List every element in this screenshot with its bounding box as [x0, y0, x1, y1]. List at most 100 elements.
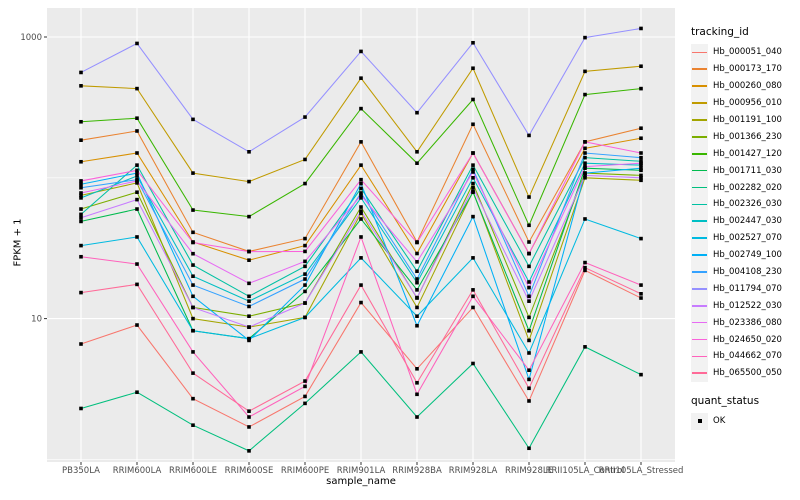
data-point	[639, 64, 643, 69]
data-point	[303, 283, 307, 287]
legend-item: Hb_001711_030	[691, 162, 799, 180]
data-point	[303, 379, 307, 383]
data-point	[79, 215, 83, 220]
data-point	[415, 149, 419, 154]
legend-key-color-line	[692, 169, 707, 172]
legend-entries: Hb_000051_040 Hb_000173_170 Hb_000260_080 H…	[691, 43, 799, 382]
legend-item: Hb_000956_010	[691, 94, 799, 112]
data-point	[527, 299, 531, 303]
data-point	[471, 122, 475, 127]
data-point	[471, 256, 475, 260]
legend-key-color-line	[692, 237, 707, 240]
data-point	[359, 211, 363, 216]
data-point	[471, 66, 475, 71]
data-point	[527, 386, 531, 391]
data-point	[247, 338, 251, 343]
legend-item: Hb_000051_040	[691, 43, 799, 61]
legend-item-label: Hb_044662_070	[713, 351, 782, 362]
data-point	[359, 256, 363, 260]
data-point	[79, 185, 83, 190]
data-point	[639, 136, 643, 141]
legend-key-line-icon	[691, 162, 708, 180]
data-point	[359, 76, 363, 80]
legend-key-line-icon	[691, 60, 708, 78]
data-point	[639, 163, 643, 167]
legend-item: Hb_000260_080	[691, 77, 799, 95]
data-point	[79, 290, 83, 295]
data-point	[583, 345, 587, 349]
data-point	[583, 151, 587, 155]
data-point	[639, 173, 643, 178]
data-point	[191, 283, 195, 287]
legend-item: Hb_000173_170	[691, 60, 799, 78]
data-point	[303, 236, 307, 241]
data-point	[303, 394, 307, 399]
data-point	[583, 217, 587, 221]
legend-key-color-line	[692, 85, 707, 88]
data-point	[191, 350, 195, 354]
data-point	[135, 168, 139, 173]
x-tick-label: RRIM600LE	[169, 466, 217, 476]
x-tick-label: PB350LA	[62, 466, 100, 476]
data-point	[191, 371, 195, 375]
data-point	[527, 251, 531, 256]
data-point	[639, 236, 643, 241]
data-point	[471, 305, 475, 310]
data-point	[639, 296, 643, 300]
data-point	[639, 151, 643, 155]
data-point	[471, 361, 475, 366]
data-point	[191, 423, 195, 427]
legend-item: Hb_024650_020	[691, 331, 799, 349]
data-point	[415, 269, 419, 274]
x-axis-title: sample_name	[326, 476, 396, 487]
data-point	[247, 281, 251, 286]
legend-key-color-line	[692, 51, 707, 54]
legend-item: Hb_044662_070	[691, 347, 799, 365]
data-point	[639, 292, 643, 296]
data-point	[79, 254, 83, 259]
legend-item-quant: OK	[691, 412, 799, 430]
data-point	[639, 166, 643, 170]
data-point	[359, 49, 363, 54]
legend-item: Hb_002447_030	[691, 212, 799, 230]
data-point	[135, 190, 139, 195]
data-point	[471, 288, 475, 292]
data-point	[583, 161, 587, 165]
data-point	[527, 315, 531, 320]
legend-key-line-icon	[691, 263, 708, 281]
data-point	[359, 283, 363, 287]
data-point	[415, 288, 419, 292]
data-point	[415, 323, 419, 328]
legend-key-line-icon	[691, 364, 708, 382]
data-point	[247, 415, 251, 419]
data-point	[79, 342, 83, 346]
data-point	[303, 157, 307, 162]
data-point	[583, 164, 587, 169]
data-point	[303, 115, 307, 119]
data-point	[471, 185, 475, 190]
legend: tracking_id Hb_000051_040 Hb_000173_170 Hb…	[691, 26, 799, 430]
data-point	[527, 240, 531, 244]
data-point	[527, 285, 531, 290]
legend-title-tracking-id: tracking_id	[691, 26, 749, 38]
data-point	[135, 151, 139, 155]
data-point	[79, 84, 83, 88]
data-point	[247, 325, 251, 329]
data-point	[583, 265, 587, 270]
data-point	[471, 40, 475, 45]
legend-key-line-icon	[691, 280, 708, 298]
x-tick-label: RRIM600LA	[113, 466, 162, 476]
legend-item: Hb_002282_020	[691, 179, 799, 197]
x-tick-label: RRIM600SE	[225, 466, 274, 476]
data-point	[527, 223, 531, 228]
legend-key-color-line	[692, 321, 707, 324]
data-point	[303, 289, 307, 294]
x-tick-label: RRII105LA_Stressed	[599, 466, 684, 476]
data-point	[415, 277, 419, 281]
legend-key-line-icon	[691, 179, 708, 197]
legend-key-line-icon	[691, 111, 708, 129]
data-point	[303, 272, 307, 276]
legend-item-label: Hb_001191_100	[713, 115, 782, 125]
